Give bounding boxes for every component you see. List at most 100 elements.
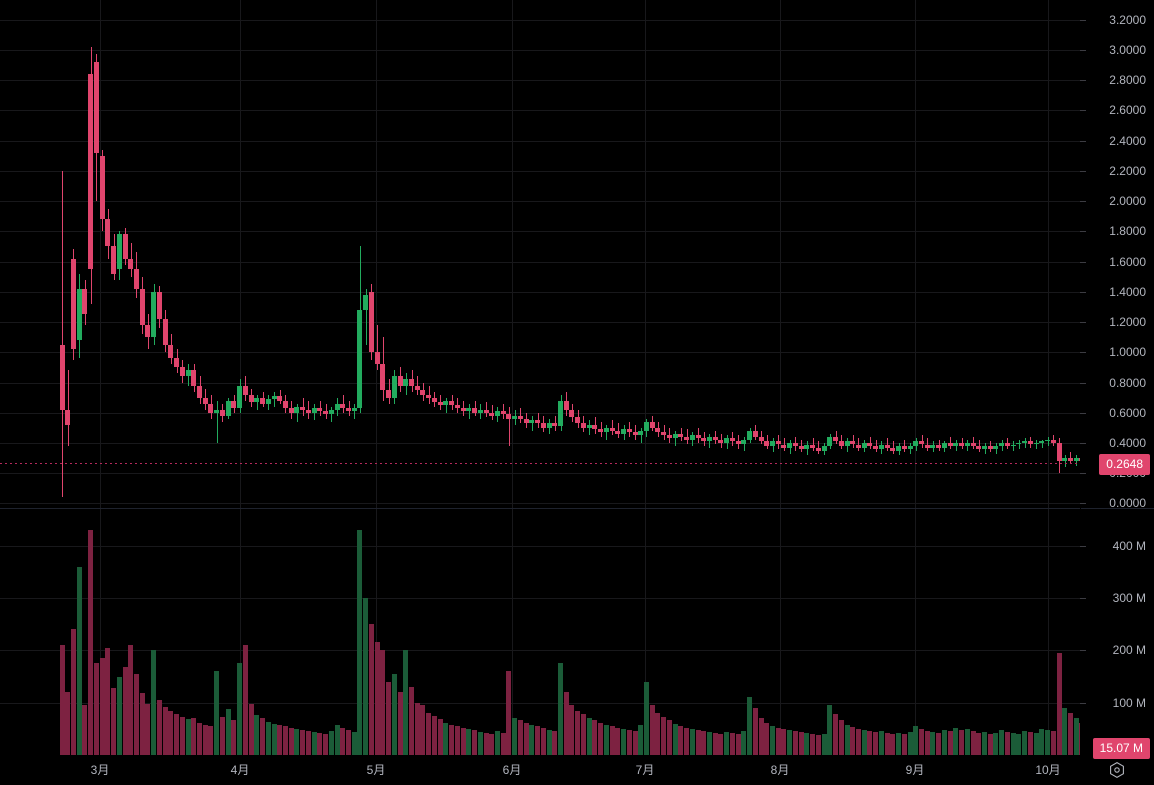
candle-body xyxy=(380,364,385,391)
volume-bar xyxy=(673,723,678,755)
volume-bar xyxy=(123,667,128,755)
volume-axis[interactable]: 400 M 300 M 200 M 100 M 15.07 M xyxy=(1080,509,1154,759)
volume-bar xyxy=(145,703,150,755)
volume-bar xyxy=(128,645,133,755)
volume-bar xyxy=(317,733,322,755)
gridline xyxy=(0,383,1080,384)
candle-body xyxy=(174,358,179,368)
candle-wick xyxy=(1048,436,1049,446)
price-chart-pane[interactable] xyxy=(0,0,1080,508)
time-axis[interactable]: 3月 4月 5月 6月 7月 8月 9月 10月 xyxy=(0,755,1080,785)
candle-body xyxy=(827,436,832,446)
gridline xyxy=(100,509,101,755)
candle-body xyxy=(294,406,299,413)
candle-body xyxy=(764,441,769,446)
volume-bar xyxy=(650,705,655,755)
axis-tick-mark xyxy=(1080,292,1086,293)
volume-bar xyxy=(741,730,746,755)
candle-wick xyxy=(784,438,785,451)
candle-body xyxy=(971,442,976,446)
candle-body xyxy=(604,427,609,433)
volume-bar xyxy=(610,726,615,755)
volume-bar xyxy=(163,706,168,755)
volume-bar xyxy=(403,650,408,755)
volume-bar xyxy=(564,692,569,755)
price-axis-tick-label: 0.4000 xyxy=(1109,436,1146,450)
axis-tick-mark xyxy=(1080,231,1086,232)
candle-body xyxy=(518,415,523,419)
candle-body xyxy=(289,408,294,413)
volume-bar xyxy=(140,693,145,755)
gridline xyxy=(0,352,1080,353)
volume-bar xyxy=(1011,733,1016,755)
candle-body xyxy=(982,446,987,450)
candle-body xyxy=(375,352,380,365)
axis-tick-mark xyxy=(1080,20,1086,21)
volume-bar xyxy=(386,681,391,755)
candle-body xyxy=(323,411,328,415)
volume-bar xyxy=(340,727,345,755)
volume-bar xyxy=(203,724,208,755)
candle-body xyxy=(329,409,334,415)
candle-body xyxy=(1022,441,1027,443)
volume-bar xyxy=(489,734,494,755)
price-axis-tick-label: 1.8000 xyxy=(1109,224,1146,238)
candle-body xyxy=(718,439,723,443)
candle-wick xyxy=(629,421,630,437)
candle-body xyxy=(673,433,678,439)
time-axis-tick-label: 10月 xyxy=(1035,763,1061,777)
price-axis-tick-label: 3.2000 xyxy=(1109,13,1146,27)
axis-corner[interactable] xyxy=(1080,755,1154,785)
time-axis-tick-label: 6月 xyxy=(502,763,522,777)
candle-body xyxy=(111,246,116,274)
candle-wick xyxy=(601,421,602,437)
candle-body xyxy=(948,442,953,446)
volume-bar xyxy=(781,728,786,755)
candle-wick xyxy=(927,438,928,451)
volume-bar xyxy=(592,720,597,755)
current-volume-badge[interactable]: 15.07 M xyxy=(1092,738,1150,759)
volume-bar xyxy=(615,727,620,755)
settings-hexagon-icon[interactable] xyxy=(1108,761,1126,779)
candle-wick xyxy=(440,394,441,410)
volume-bar xyxy=(896,733,901,755)
candle-body xyxy=(833,436,838,442)
volume-bar xyxy=(942,729,947,755)
candle-body xyxy=(352,408,357,412)
gridline xyxy=(376,509,377,755)
price-axis-tick-label: 2.2000 xyxy=(1109,164,1146,178)
current-price-badge[interactable]: 0.2648 xyxy=(1099,454,1150,475)
candle-body xyxy=(1057,442,1062,462)
candle-body xyxy=(839,441,844,446)
candle-body xyxy=(180,367,185,377)
candle-body xyxy=(426,394,431,398)
volume-bar xyxy=(547,729,552,755)
gridline xyxy=(780,0,781,508)
price-axis[interactable]: 3.2000 3.0000 2.8000 2.6000 2.4000 2.2000 2.00… xyxy=(1080,0,1154,509)
candle-body xyxy=(953,442,958,446)
candle-wick xyxy=(503,403,504,419)
candle-body xyxy=(913,441,918,446)
volume-bar xyxy=(667,720,672,755)
candle-wick xyxy=(492,405,493,421)
volume-chart-pane[interactable] xyxy=(0,509,1080,755)
candle-body xyxy=(587,424,592,428)
candle-body xyxy=(191,370,196,386)
candle-wick xyxy=(509,406,510,446)
volume-bar xyxy=(357,529,362,755)
candle-wick xyxy=(1036,439,1037,450)
candle-wick xyxy=(486,402,487,418)
volume-bar xyxy=(982,731,987,755)
gridline xyxy=(1048,0,1049,508)
candle-body xyxy=(501,411,506,415)
volume-bar xyxy=(512,718,517,755)
gridline xyxy=(0,110,1080,111)
candle-body xyxy=(489,412,494,416)
volume-bar xyxy=(1039,728,1044,755)
volume-bar xyxy=(879,730,884,755)
candle-wick xyxy=(469,403,470,419)
candle-body xyxy=(799,446,804,450)
candle-body xyxy=(420,390,425,395)
candle-body xyxy=(776,441,781,445)
